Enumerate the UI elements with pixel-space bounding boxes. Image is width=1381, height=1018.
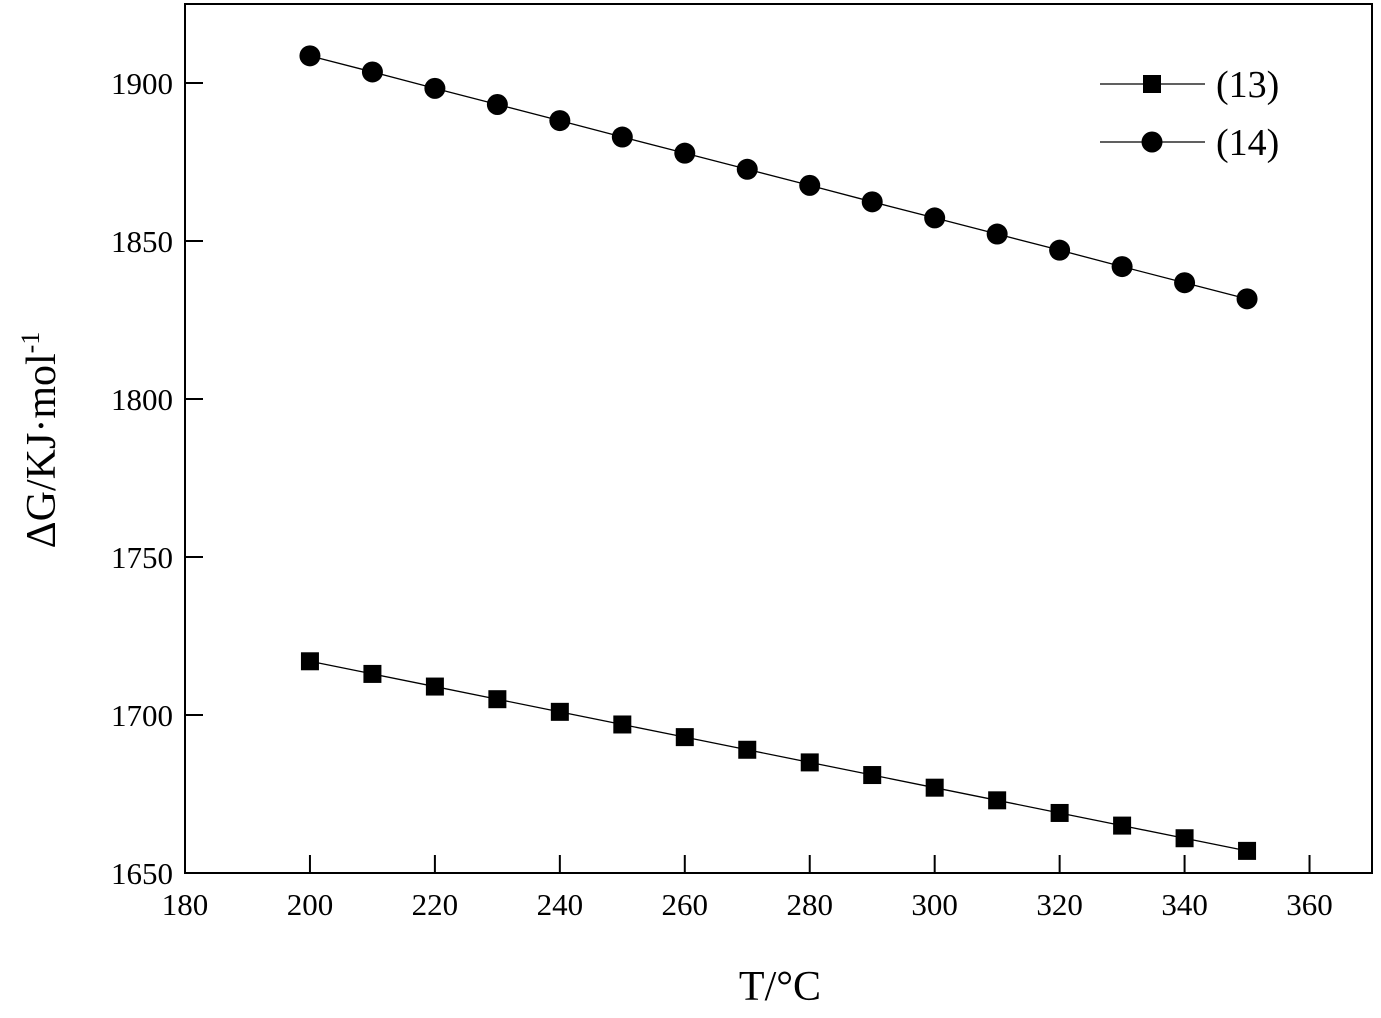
marker: [300, 652, 319, 671]
marker: [488, 690, 507, 709]
marker: [299, 45, 321, 67]
y-tick-label: 1750: [111, 540, 173, 575]
marker: [425, 677, 444, 696]
y-axis-label: ΔG/KJ·mol-1: [16, 332, 65, 549]
series-line: [309, 55, 1248, 300]
marker: [361, 61, 383, 83]
x-tick-label: 340: [1161, 887, 1208, 922]
y-label-main: ΔG/KJ·mol: [19, 353, 65, 548]
legend-label: (14): [1216, 122, 1279, 164]
series-line: [309, 660, 1248, 852]
marker: [550, 702, 569, 721]
legend-label: (13): [1216, 64, 1279, 106]
marker: [800, 753, 819, 772]
marker: [799, 174, 821, 196]
marker: [1050, 803, 1069, 822]
x-tick-label: 300: [911, 887, 958, 922]
x-tick-label: 180: [162, 887, 209, 922]
x-axis-label: T/°C: [739, 964, 821, 1010]
marker: [424, 77, 446, 99]
marker: [674, 142, 696, 164]
marker: [549, 110, 571, 132]
x-tick-label: 220: [412, 887, 459, 922]
x-tick-label: 360: [1286, 887, 1333, 922]
marker: [1141, 131, 1163, 153]
x-tick-label: 280: [786, 887, 833, 922]
marker: [675, 728, 694, 747]
x-tick-label: 260: [662, 887, 709, 922]
marker: [1174, 272, 1196, 294]
marker: [486, 93, 508, 115]
marker: [736, 158, 758, 180]
marker: [611, 126, 633, 148]
y-tick-label: 1900: [111, 66, 173, 101]
marker: [1111, 256, 1133, 278]
y-label-sup: -1: [16, 332, 45, 354]
marker: [986, 223, 1008, 245]
marker: [925, 778, 944, 797]
marker: [613, 715, 632, 734]
plot-frame: [184, 3, 1373, 874]
marker: [1113, 816, 1132, 835]
x-tick-label: 200: [287, 887, 334, 922]
y-tick-label: 1700: [111, 698, 173, 733]
marker: [1238, 841, 1257, 860]
x-tick-label: 240: [537, 887, 584, 922]
y-tick-label: 1650: [111, 856, 173, 891]
marker: [1236, 288, 1258, 310]
marker: [861, 191, 883, 213]
marker: [363, 664, 382, 683]
marker: [988, 791, 1007, 810]
marker: [863, 766, 882, 785]
x-tick-label: 320: [1036, 887, 1083, 922]
marker: [1143, 75, 1161, 93]
y-tick-label: 1800: [111, 382, 173, 417]
marker: [738, 740, 757, 759]
marker: [924, 207, 946, 229]
marker: [1049, 239, 1071, 261]
marker: [1175, 829, 1194, 848]
y-tick-label: 1850: [111, 224, 173, 259]
